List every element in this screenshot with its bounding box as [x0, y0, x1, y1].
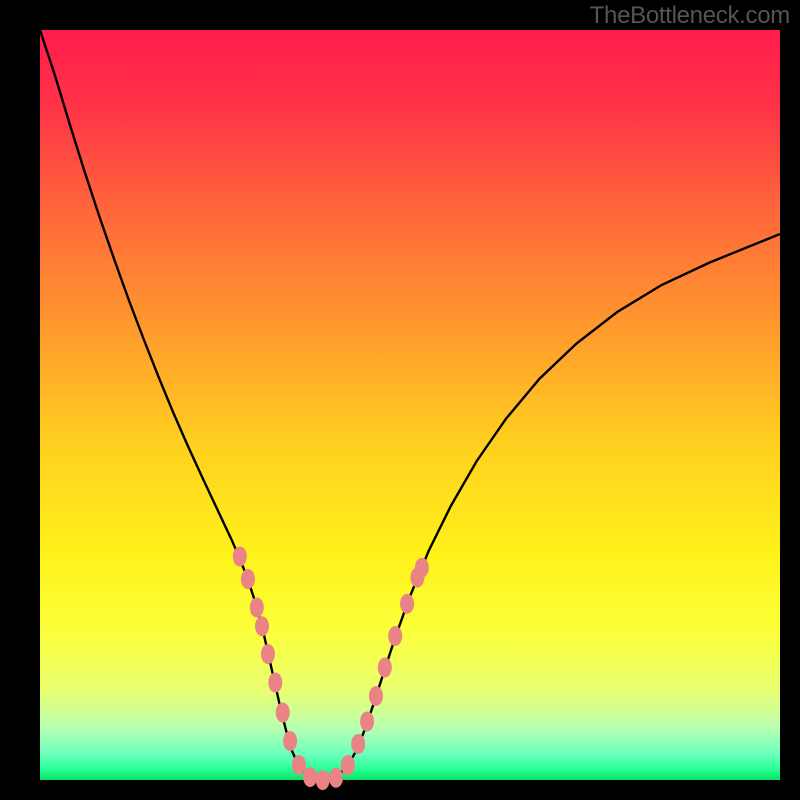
curve-marker: [341, 755, 355, 775]
curve-marker: [261, 644, 275, 664]
plot-background: [40, 30, 780, 780]
curve-marker: [400, 594, 414, 614]
curve-marker: [292, 755, 306, 775]
curve-marker: [268, 673, 282, 693]
bottleneck-plot: [0, 0, 800, 800]
chart-stage: TheBottleneck.com: [0, 0, 800, 800]
curve-marker: [316, 770, 330, 790]
watermark-label: TheBottleneck.com: [590, 2, 790, 30]
curve-marker: [303, 767, 317, 787]
curve-marker: [255, 616, 269, 636]
curve-marker: [276, 703, 290, 723]
curve-marker: [369, 686, 383, 706]
curve-marker: [351, 734, 365, 754]
curve-marker: [378, 658, 392, 678]
curve-marker: [233, 547, 247, 567]
curve-marker: [241, 569, 255, 589]
curve-marker: [283, 731, 297, 751]
curve-marker: [415, 558, 429, 578]
curve-marker: [250, 598, 264, 618]
curve-marker: [329, 768, 343, 788]
curve-marker: [388, 626, 402, 646]
curve-marker: [360, 712, 374, 732]
